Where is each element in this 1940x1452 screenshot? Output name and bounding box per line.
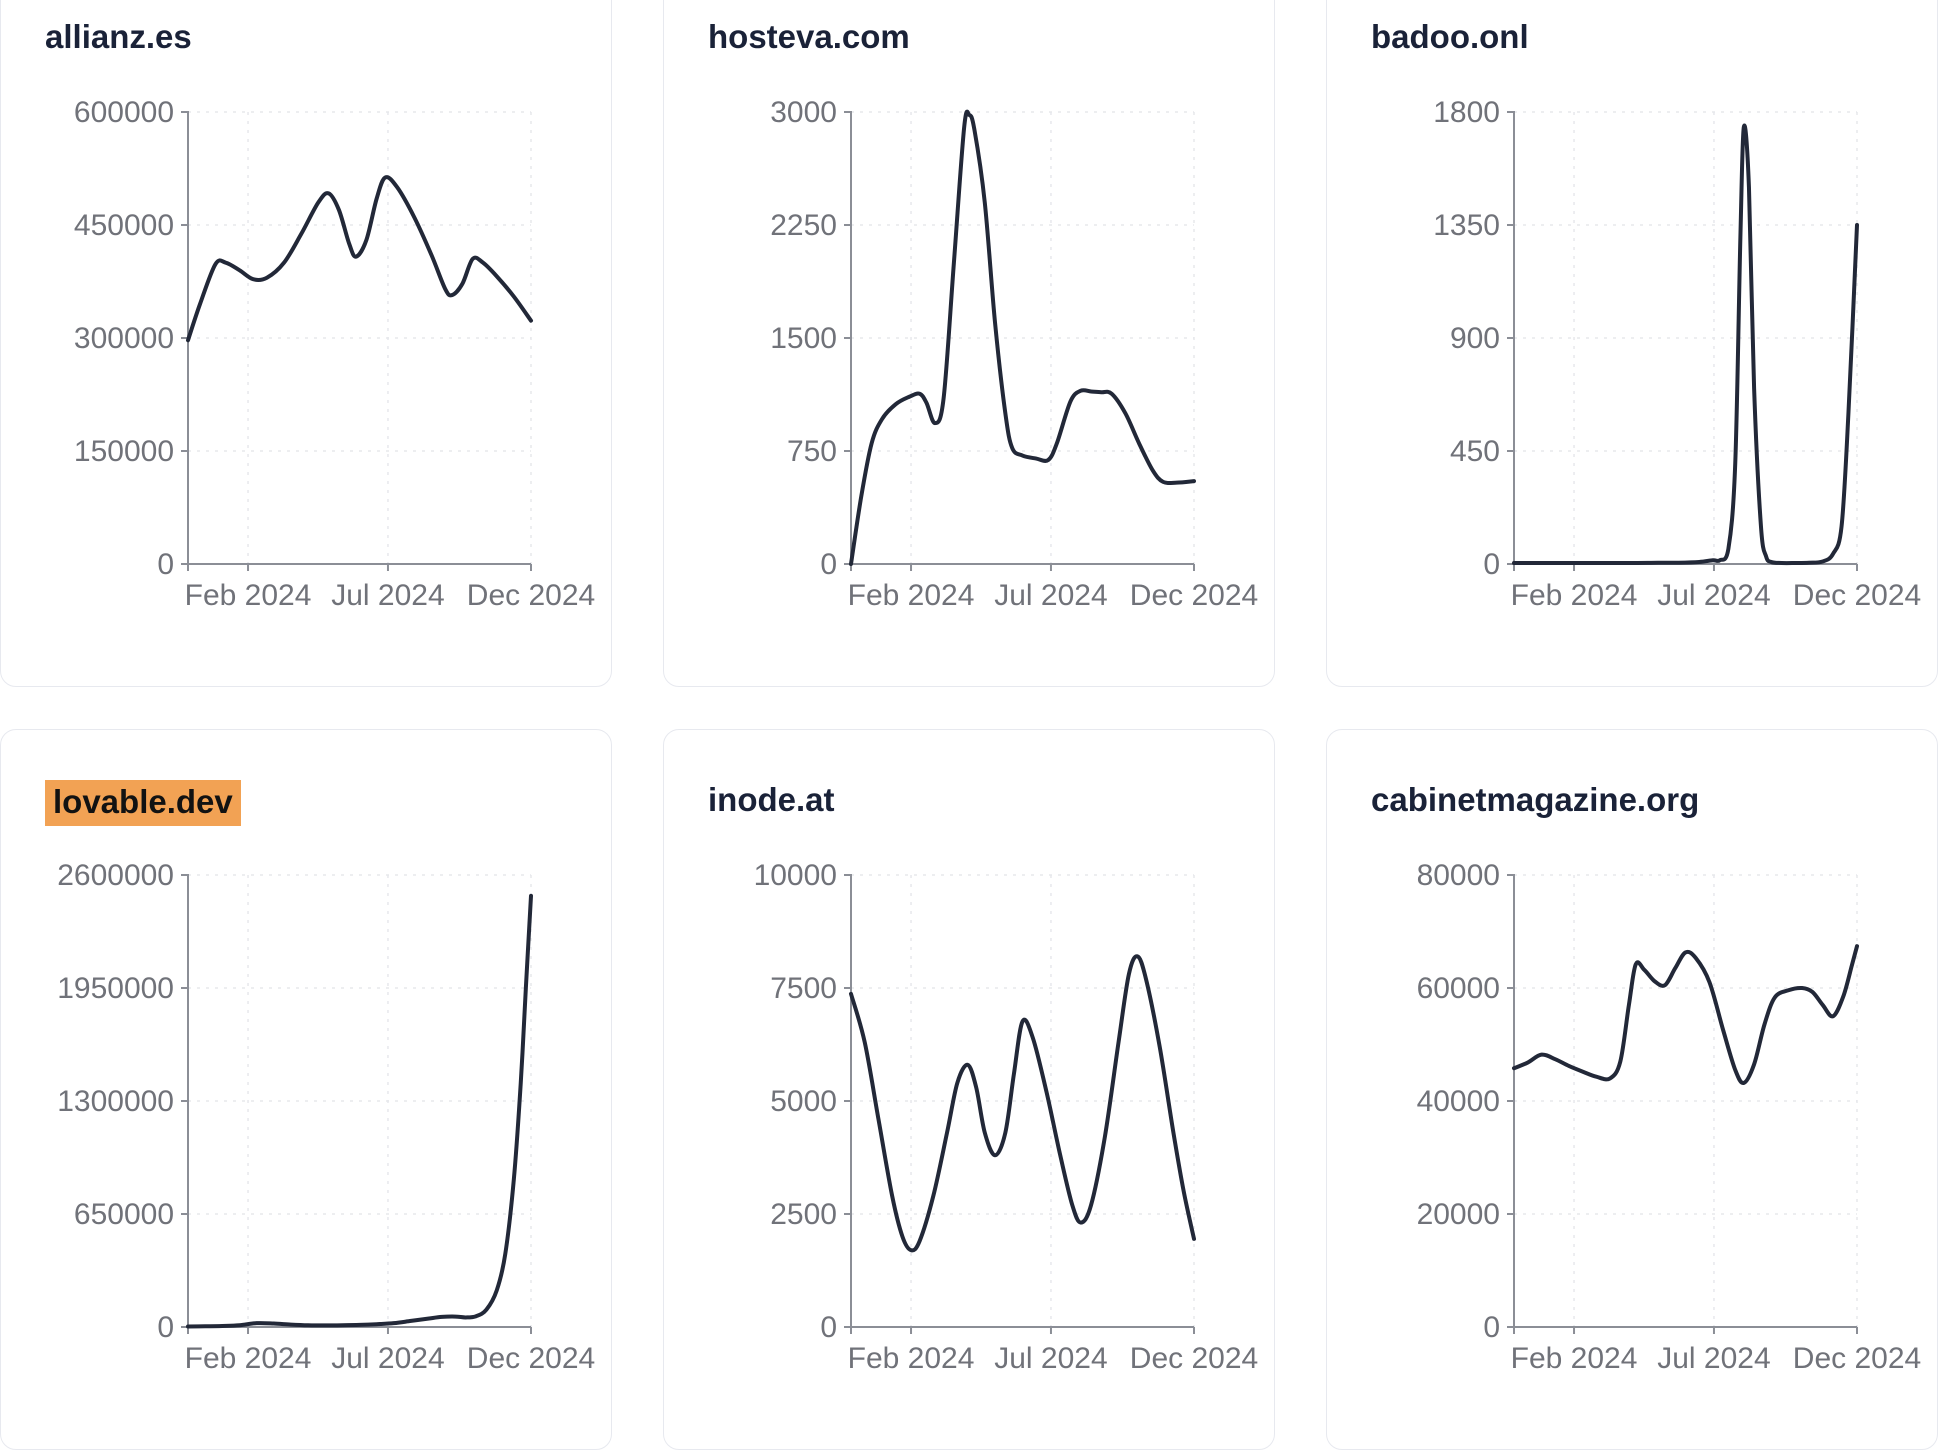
svg-text:10000: 10000 xyxy=(754,859,837,892)
svg-text:Feb 2024: Feb 2024 xyxy=(848,579,975,612)
svg-text:40000: 40000 xyxy=(1417,1085,1500,1118)
svg-text:1800: 1800 xyxy=(1433,96,1500,129)
traffic-line-chart: 0 450 900 1350 1800 Feb 2024 Jul 2024 Dec 2024 xyxy=(1433,96,1921,612)
svg-text:Dec 2024: Dec 2024 xyxy=(1130,1342,1258,1375)
traffic-line-chart: 0 20000 40000 60000 80000 Feb 2024 Jul 2024 Dec… xyxy=(1417,859,1922,1375)
traffic-line-chart: 0 150000 300000 450000 600000 Feb 2024 Jul 202… xyxy=(74,96,595,612)
domain-title: lovable.dev xyxy=(45,780,241,826)
svg-text:Feb 2024: Feb 2024 xyxy=(1511,1342,1638,1375)
domain-card[interactable]: cabinetmagazine.org 0 20000 40000 60000 8000… xyxy=(1326,729,1938,1450)
domain-title: cabinetmagazine.org xyxy=(1371,781,1700,818)
svg-text:80000: 80000 xyxy=(1417,859,1500,892)
svg-text:Feb 2024: Feb 2024 xyxy=(185,1342,312,1375)
domain-title: hosteva.com xyxy=(708,18,910,55)
svg-text:0: 0 xyxy=(1483,1311,1500,1344)
svg-text:0: 0 xyxy=(157,1311,174,1344)
svg-text:300000: 300000 xyxy=(74,322,174,355)
svg-text:0: 0 xyxy=(157,548,174,581)
svg-text:0: 0 xyxy=(1483,548,1500,581)
domain-card[interactable]: lovable.dev 0 650000 1300000 1950000 2600000… xyxy=(0,729,612,1450)
domain-card[interactable]: inode.at 0 2500 5000 7500 10000 Feb 2024 Jul 2… xyxy=(663,729,1275,1450)
domain-title: badoo.onl xyxy=(1371,18,1529,55)
svg-text:20000: 20000 xyxy=(1417,1198,1500,1231)
svg-text:1350: 1350 xyxy=(1433,209,1500,242)
svg-text:2600000: 2600000 xyxy=(57,859,174,892)
svg-text:Dec 2024: Dec 2024 xyxy=(1793,579,1921,612)
svg-text:2250: 2250 xyxy=(770,209,837,242)
svg-text:450000: 450000 xyxy=(74,209,174,242)
svg-text:1950000: 1950000 xyxy=(57,972,174,1005)
svg-text:Jul 2024: Jul 2024 xyxy=(994,1342,1107,1375)
svg-text:Jul 2024: Jul 2024 xyxy=(331,1342,444,1375)
svg-text:Jul 2024: Jul 2024 xyxy=(1657,1342,1770,1375)
svg-text:600000: 600000 xyxy=(74,96,174,129)
svg-text:750: 750 xyxy=(787,435,837,468)
svg-text:0: 0 xyxy=(820,1311,837,1344)
svg-text:1300000: 1300000 xyxy=(57,1085,174,1118)
domain-card[interactable]: allianz.es 0 150000 300000 450000 600000 Feb … xyxy=(0,0,612,687)
traffic-line-chart: 0 650000 1300000 1950000 2600000 Feb 2024 Jul … xyxy=(57,859,595,1375)
traffic-line-chart: 0 750 1500 2250 3000 Feb 2024 Jul 2024 Dec 2024 xyxy=(770,96,1258,612)
domain-title: inode.at xyxy=(708,781,835,818)
domain-card[interactable]: badoo.onl 0 450 900 1350 1800 Feb 2024 Jul 202… xyxy=(1326,0,1938,687)
svg-text:650000: 650000 xyxy=(74,1198,174,1231)
svg-text:Feb 2024: Feb 2024 xyxy=(848,1342,975,1375)
svg-text:60000: 60000 xyxy=(1417,972,1500,1005)
svg-text:Dec 2024: Dec 2024 xyxy=(467,1342,595,1375)
svg-text:450: 450 xyxy=(1450,435,1500,468)
svg-text:900: 900 xyxy=(1450,322,1500,355)
svg-text:1500: 1500 xyxy=(770,322,837,355)
domain-card[interactable]: hosteva.com 0 750 1500 2250 3000 Feb 2024 Jul … xyxy=(663,0,1275,687)
svg-text:0: 0 xyxy=(820,548,837,581)
svg-text:7500: 7500 xyxy=(770,972,837,1005)
svg-text:Feb 2024: Feb 2024 xyxy=(185,579,312,612)
svg-text:Jul 2024: Jul 2024 xyxy=(331,579,444,612)
svg-text:Dec 2024: Dec 2024 xyxy=(467,579,595,612)
svg-text:3000: 3000 xyxy=(770,96,837,129)
svg-text:Feb 2024: Feb 2024 xyxy=(1511,579,1638,612)
svg-text:Dec 2024: Dec 2024 xyxy=(1793,1342,1921,1375)
domain-title: allianz.es xyxy=(45,18,192,55)
svg-text:150000: 150000 xyxy=(74,435,174,468)
traffic-line-chart: 0 2500 5000 7500 10000 Feb 2024 Jul 2024 Dec 20… xyxy=(754,859,1259,1375)
svg-text:2500: 2500 xyxy=(770,1198,837,1231)
svg-text:5000: 5000 xyxy=(770,1085,837,1118)
svg-text:Jul 2024: Jul 2024 xyxy=(1657,579,1770,612)
svg-text:Jul 2024: Jul 2024 xyxy=(994,579,1107,612)
svg-text:Dec 2024: Dec 2024 xyxy=(1130,579,1258,612)
